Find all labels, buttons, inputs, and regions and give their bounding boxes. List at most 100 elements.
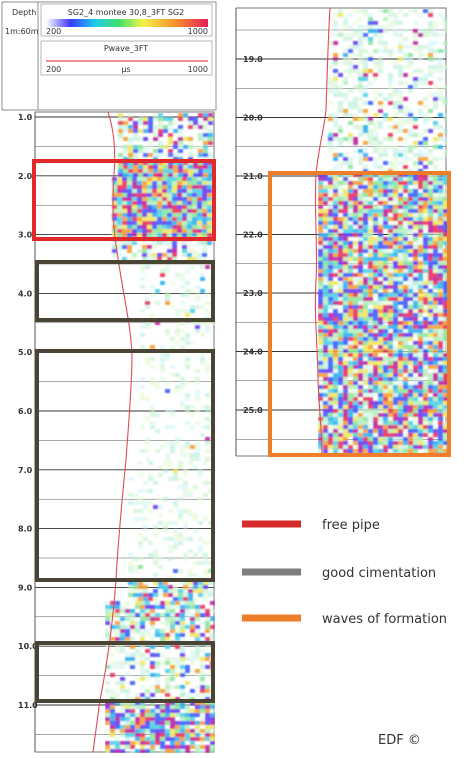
density-cell — [388, 201, 393, 205]
density-cell — [443, 237, 448, 241]
density-cell — [388, 425, 393, 429]
density-cell — [155, 413, 160, 417]
density-cell — [413, 185, 418, 189]
density-cell — [418, 297, 423, 301]
density-cell — [138, 461, 143, 465]
density-cell — [110, 665, 115, 669]
density-cell — [428, 345, 433, 349]
density-cell — [418, 153, 423, 157]
density-cell — [393, 397, 398, 401]
density-cell — [125, 741, 130, 745]
density-cell — [323, 353, 328, 357]
density-cell — [428, 341, 433, 345]
density-cell — [423, 129, 428, 133]
free-pipe-box — [32, 159, 216, 241]
density-cell — [140, 709, 145, 713]
density-cell — [373, 353, 378, 357]
density-cell — [398, 445, 403, 449]
density-cell — [188, 121, 193, 125]
density-cell — [378, 157, 383, 161]
density-cell — [130, 717, 135, 721]
density-cell — [343, 445, 348, 449]
density-cell — [200, 613, 205, 617]
density-cell — [383, 445, 388, 449]
density-cell — [125, 717, 130, 721]
density-cell — [210, 709, 215, 713]
density-cell — [433, 201, 438, 205]
density-cell — [338, 421, 343, 425]
density-cell — [182, 177, 187, 181]
density-cell — [438, 309, 443, 313]
density-cell — [145, 629, 150, 633]
density-cell — [433, 225, 438, 229]
density-cell — [423, 205, 428, 209]
density-cell — [168, 169, 173, 173]
density-cell — [127, 193, 132, 197]
density-cell — [383, 45, 388, 49]
density-cell — [438, 385, 443, 389]
density-cell — [158, 473, 163, 477]
density-cell — [162, 221, 167, 225]
density-cell — [388, 289, 393, 293]
density-cell — [140, 745, 145, 749]
density-cell — [168, 117, 173, 121]
density-cell — [403, 145, 408, 149]
density-cell — [398, 385, 403, 389]
density-cell — [148, 173, 153, 177]
density-cell — [408, 9, 413, 13]
density-cell — [363, 257, 368, 261]
density-cell — [423, 269, 428, 273]
density-cell — [368, 185, 373, 189]
density-cell — [428, 425, 433, 429]
density-cell — [403, 441, 408, 445]
density-cell — [443, 293, 448, 297]
density-cell — [353, 289, 358, 293]
density-cell — [363, 437, 368, 441]
density-cell — [393, 177, 398, 181]
density-cell — [318, 281, 323, 285]
density-cell — [368, 141, 373, 145]
density-cell — [210, 713, 215, 717]
density-cell — [323, 253, 328, 257]
density-cell — [378, 181, 383, 185]
density-cell — [338, 229, 343, 233]
density-cell — [428, 277, 433, 281]
density-cell — [333, 369, 338, 373]
density-cell — [125, 617, 130, 621]
density-cell — [145, 609, 150, 613]
density-cell — [138, 149, 143, 153]
density-cell — [105, 745, 110, 749]
density-cell — [353, 117, 358, 121]
density-cell — [428, 289, 433, 293]
density-cell — [130, 713, 135, 717]
density-cell — [373, 257, 378, 261]
density-cell — [368, 349, 373, 353]
density-cell — [158, 521, 163, 525]
density-cell — [353, 445, 358, 449]
density-cell — [158, 497, 163, 501]
density-cell — [135, 621, 140, 625]
density-cell — [183, 165, 188, 169]
density-cell — [198, 589, 203, 593]
density-cell — [200, 705, 205, 709]
density-cell — [338, 233, 343, 237]
density-cell — [438, 233, 443, 237]
density-cell — [403, 37, 408, 41]
density-cell — [185, 605, 190, 609]
density-cell — [178, 589, 183, 593]
density-cell — [368, 337, 373, 341]
density-cell — [170, 625, 175, 629]
density-cell — [208, 593, 213, 597]
density-cell — [190, 733, 195, 737]
density-cell — [368, 121, 373, 125]
density-cell — [393, 317, 398, 321]
density-cell — [328, 85, 333, 89]
density-cell — [203, 573, 208, 577]
density-cell — [403, 265, 408, 269]
density-cell — [333, 21, 338, 25]
density-cell — [323, 321, 328, 325]
density-cell — [393, 241, 398, 245]
density-cell — [115, 717, 120, 721]
density-cell — [408, 277, 413, 281]
density-cell — [167, 185, 172, 189]
